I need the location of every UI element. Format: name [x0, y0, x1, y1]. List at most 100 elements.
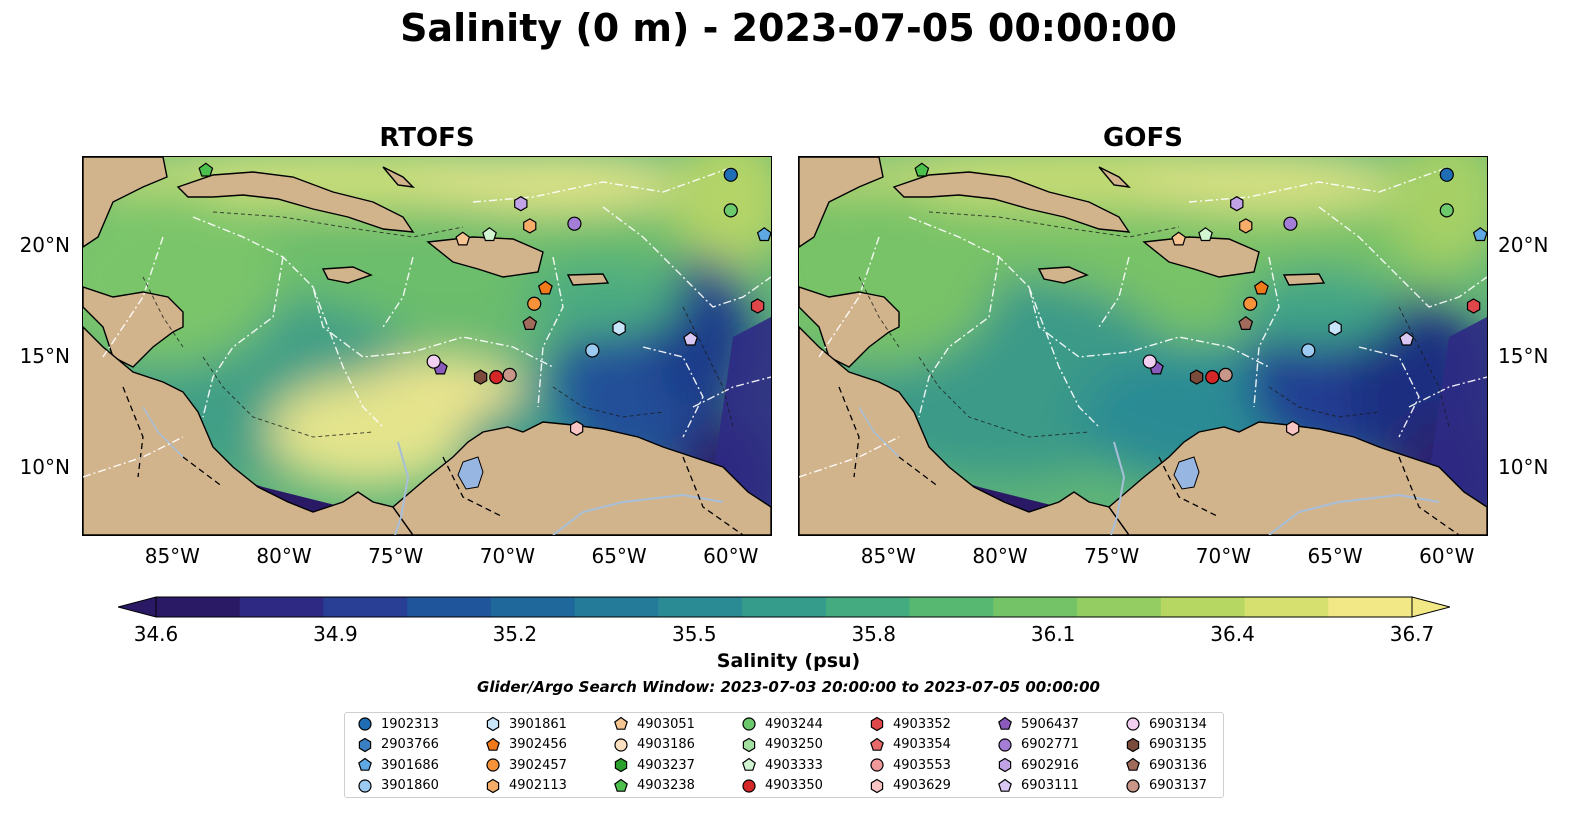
puerto-rico — [1282, 273, 1326, 286]
legend-marker-3902456[interactable] — [486, 737, 500, 751]
legend-marker-6903135[interactable] — [1126, 737, 1140, 752]
float-marker-4903238[interactable] — [914, 162, 930, 177]
legend-marker-icon — [1126, 717, 1140, 731]
float-marker-3902457[interactable] — [1243, 296, 1258, 311]
jamaica — [321, 266, 373, 284]
float-marker-3901861[interactable] — [612, 320, 626, 336]
legend-marker-5906437[interactable] — [998, 716, 1012, 730]
float-marker-4902113[interactable] — [1239, 218, 1253, 234]
float-marker-6903111[interactable] — [683, 331, 699, 346]
legend-item-4903354: 4903354 — [869, 735, 951, 755]
float-marker-4903333[interactable] — [482, 227, 497, 242]
float-marker-3902457[interactable] — [527, 296, 542, 311]
legend-marker-icon — [742, 737, 756, 752]
legend-marker-3901860[interactable] — [358, 778, 372, 793]
float-marker-3901686[interactable] — [1472, 227, 1487, 242]
float-marker-4903629[interactable] — [1286, 420, 1300, 436]
eez-boundary — [1098, 256, 1130, 328]
eez-boundary — [1188, 166, 1450, 203]
legend-label: 4903051 — [637, 716, 695, 732]
float-marker-4903238[interactable] — [198, 162, 214, 177]
legend-marker-6903137[interactable] — [1126, 778, 1140, 793]
map-area[interactable] — [798, 156, 1488, 536]
legend-marker-4903333[interactable] — [742, 757, 756, 771]
float-marker-4903352[interactable] — [750, 298, 765, 314]
colorbar-segment — [825, 597, 911, 617]
float-marker-4903244[interactable] — [1439, 203, 1454, 218]
float-marker-4902113[interactable] — [523, 218, 537, 234]
float-marker-3902456[interactable] — [1253, 280, 1269, 295]
float-marker-3902456[interactable] — [537, 280, 553, 295]
legend-marker-icon — [998, 716, 1012, 730]
float-marker-6903135[interactable] — [473, 369, 488, 385]
legend-marker-4902113[interactable] — [486, 778, 500, 793]
float-marker-6903137[interactable] — [1218, 367, 1233, 383]
eez-boundary — [1408, 376, 1487, 408]
eez-boundary — [799, 436, 900, 478]
legend-marker-icon — [1126, 737, 1140, 752]
float-marker-4903051[interactable] — [1171, 231, 1187, 246]
legend-marker-4903553[interactable] — [870, 758, 884, 772]
legend-marker-6903136[interactable] — [1126, 757, 1140, 771]
float-marker-6903135[interactable] — [1189, 369, 1204, 385]
legend-marker-4903244[interactable] — [742, 717, 756, 731]
legend-marker-4903238[interactable] — [614, 778, 628, 792]
float-marker-6903111[interactable] — [1399, 331, 1415, 346]
legend-marker-4903237[interactable] — [614, 757, 628, 773]
legend-marker-4903354[interactable] — [870, 737, 884, 751]
legend-marker-6903111[interactable] — [998, 778, 1012, 792]
float-marker-3901860[interactable] — [585, 343, 600, 358]
float-marker-4903333[interactable] — [1198, 227, 1213, 242]
float-marker-4903051[interactable] — [455, 231, 471, 246]
legend-marker-6903134[interactable] — [1126, 717, 1140, 731]
float-marker-6903134[interactable] — [1142, 354, 1157, 369]
legend-marker-3902457[interactable] — [486, 758, 500, 772]
float-legend: 1902313 2903766 3901686 3901860 3901861 39024… — [344, 712, 1224, 798]
jamaica — [1037, 266, 1089, 284]
float-marker-6902916[interactable] — [514, 196, 528, 212]
legend-marker-4903186[interactable] — [614, 737, 628, 752]
legend-marker-4903051[interactable] — [614, 716, 628, 730]
map-panel-gofs: GOFS — [798, 120, 1488, 536]
legend-marker-6902916[interactable] — [998, 757, 1012, 773]
float-marker-4903244[interactable] — [723, 203, 738, 218]
central-america — [83, 326, 414, 535]
legend-marker-1902313[interactable] — [358, 717, 372, 731]
lon-tick-label: 75°W — [368, 544, 424, 568]
float-marker-1902313[interactable] — [1439, 167, 1454, 182]
legend-marker-6902771[interactable] — [998, 737, 1012, 752]
float-marker-3901860[interactable] — [1301, 343, 1316, 358]
float-marker-4903629[interactable] — [570, 420, 584, 436]
colorbar-tick-label: 34.6 — [133, 622, 179, 646]
lon-tick-label: 80°W — [972, 544, 1028, 568]
float-marker-4903352[interactable] — [1466, 298, 1481, 314]
legend-marker-2903766[interactable] — [358, 737, 372, 752]
float-marker-4903350[interactable] — [489, 370, 504, 385]
map-area[interactable] — [82, 156, 772, 536]
legend-marker-4903250[interactable] — [742, 737, 756, 752]
legend-marker-3901686[interactable] — [358, 757, 372, 771]
float-marker-6903137[interactable] — [502, 367, 517, 383]
float-marker-6902916[interactable] — [1230, 196, 1244, 212]
float-marker-6902771[interactable] — [567, 216, 582, 231]
float-marker-1902313[interactable] — [723, 167, 738, 182]
legend-label: 2903766 — [381, 737, 439, 752]
float-marker-6903136[interactable] — [522, 315, 538, 330]
float-marker-3901861[interactable] — [1328, 320, 1342, 336]
legend-label: 6902771 — [1021, 737, 1079, 752]
legend-marker-icon — [998, 757, 1012, 773]
legend-item-6903136: 6903136 — [1125, 755, 1207, 775]
float-marker-6903136[interactable] — [1238, 315, 1254, 330]
float-marker-6902771[interactable] — [1283, 216, 1298, 231]
lon-tick-label: 80°W — [256, 544, 312, 568]
float-marker-4903350[interactable] — [1205, 370, 1220, 385]
legend-marker-4903350[interactable] — [742, 778, 756, 793]
legend-marker-4903629[interactable] — [870, 778, 884, 793]
colorbar-tick-label: 36.1 — [1030, 622, 1076, 646]
legend-marker-3901861[interactable] — [486, 716, 500, 732]
float-marker-3901686[interactable] — [756, 227, 771, 242]
legend-item-4903250: 4903250 — [741, 735, 823, 755]
lon-tick-label: 70°W — [1195, 544, 1252, 568]
legend-marker-4903352[interactable] — [870, 716, 884, 732]
float-marker-6903134[interactable] — [426, 354, 441, 369]
